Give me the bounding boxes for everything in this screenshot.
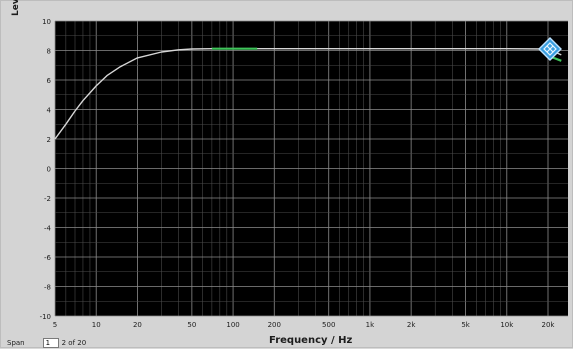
y-tick-label: -6 [44,254,52,262]
x-tick-label: 2k [407,321,416,329]
x-tick-label: 20k [542,321,556,329]
x-tick-label: 5k [461,321,470,329]
y-tick-label: 2 [47,136,51,144]
zoom-controls: Span 2 of 20 [7,337,86,349]
x-tick-label: 5 [53,321,57,329]
y-tick-label: -8 [44,284,51,292]
diamond-marker-icon[interactable] [538,37,562,61]
x-tick-label: 10k [500,321,514,329]
y-tick-label: 4 [47,107,52,115]
x-tick-label: 20 [133,321,142,329]
x-axis-label: Frequency / Hz [269,335,353,346]
x-tick-label: 200 [268,321,281,329]
zoom-label: Span [7,339,25,347]
y-axis-label: Level/dBV [11,0,27,101]
y-tick-label: 8 [47,48,51,56]
y-tick-label: -4 [44,225,52,233]
y-tick-label: -2 [44,195,51,203]
y-tick-label: 6 [47,77,52,85]
y-tick-label: 0 [47,166,51,174]
y-tick-label: 10 [42,18,51,26]
y-tick-label: -10 [40,313,51,321]
x-tick-label: 500 [322,321,335,329]
x-tick-labels: 5 10 20 50 100 200 500 1k 2k 5k 10k 20k [53,321,556,329]
trace-line-0 [54,48,562,140]
x-tick-label: 50 [187,321,196,329]
zoom-input[interactable] [42,338,59,348]
y-tick-labels: 10 8 6 4 2 0 -2 -4 -6 -8 -10 [40,18,52,321]
zoom-suffix: 2 of 20 [61,339,87,347]
x-tick-label: 1k [366,321,375,329]
grid-lines [54,20,568,317]
x-tick-label: 100 [226,321,239,329]
x-tick-label: 10 [92,321,101,329]
